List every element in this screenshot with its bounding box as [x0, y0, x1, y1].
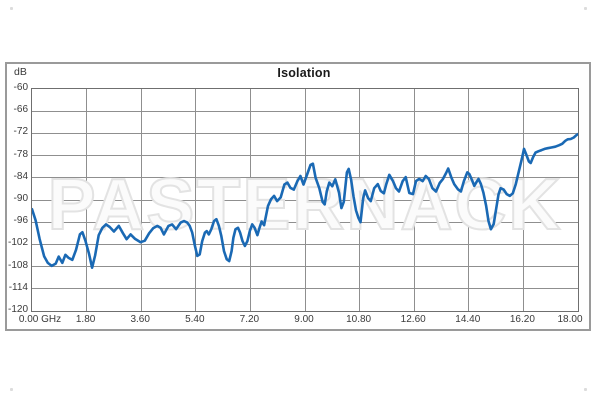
gridline-horizontal: [32, 155, 578, 157]
chart-title: Isolation: [277, 66, 331, 80]
x-tick-label: 14.40: [455, 314, 481, 325]
y-tick-label: -120: [7, 304, 28, 315]
gridline-horizontal: [32, 221, 578, 223]
y-tick-label: -78: [13, 148, 28, 160]
x-tick-label: 7.20: [239, 314, 260, 325]
y-axis-unit-label: dB: [14, 66, 27, 78]
y-tick-label: -60: [13, 82, 28, 93]
x-tick-label: 10.80: [346, 314, 372, 325]
plot-area: PASTERNACK: [31, 88, 579, 312]
gridline-horizontal: [32, 243, 578, 245]
x-tick-label: 12.60: [400, 314, 426, 325]
y-tick-label: -66: [13, 104, 28, 116]
x-tick-label: 0.00 GHz: [18, 314, 62, 325]
gridline-horizontal: [32, 110, 578, 112]
x-tick-label: 18.00: [557, 314, 583, 325]
y-tick-label: -108: [7, 259, 28, 271]
watermark: PASTERNACK: [47, 164, 563, 246]
y-tick-label: -96: [13, 215, 28, 227]
y-tick-label: -90: [13, 193, 28, 204]
x-tick-label: 3.60: [130, 314, 150, 325]
y-tick-label: -72: [13, 126, 28, 138]
gridline-horizontal: [32, 288, 578, 290]
y-tick-label: -102: [7, 237, 28, 249]
x-tick-label: 1.80: [75, 314, 96, 325]
x-tick-label: 5.40: [185, 314, 205, 325]
gridline-horizontal: [32, 132, 578, 134]
corner-mark: [10, 7, 13, 10]
corner-mark: [584, 7, 587, 10]
corner-mark: [10, 388, 13, 391]
y-tick-label: -114: [8, 281, 28, 293]
isolation-curve: [32, 132, 578, 269]
x-tick-label: 9.00: [294, 314, 314, 325]
gridline-horizontal: [32, 199, 578, 201]
isolation-curve-path: [32, 132, 578, 269]
corner-mark: [584, 388, 587, 391]
y-tick-label: -84: [13, 170, 28, 182]
x-tick-label: 16.20: [509, 314, 535, 325]
gridline-horizontal: [32, 266, 578, 268]
